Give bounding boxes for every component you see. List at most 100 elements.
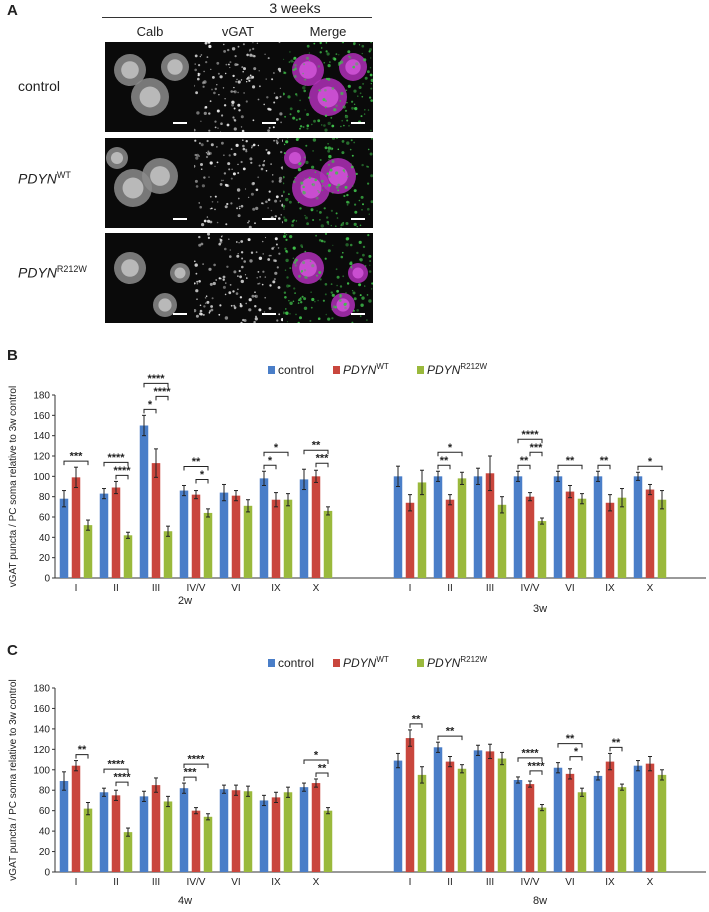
bar-g1-c6-s2 [657, 774, 667, 872]
group-label-0: 2w [178, 595, 192, 607]
x-tick-label-g0-c0: I [75, 877, 78, 888]
bar-g1-c0-s2 [417, 482, 427, 578]
col-head-merge: Merge [309, 24, 347, 39]
bar-g0-c3-s1 [191, 810, 201, 872]
sig-bracket-g1-c4-0 [557, 464, 583, 470]
y-axis-label: vGAT puncta / PC soma relative to 3w con… [8, 679, 19, 880]
bar-g1-c5-s1 [605, 761, 615, 872]
legend-swatch-2 [417, 659, 424, 667]
bar-g0-c4-s1 [231, 495, 241, 578]
sig-label-g1-c4-1: ** [566, 733, 575, 745]
panel-a-letter: A [7, 2, 18, 19]
sig-label-g1-c5-0: ** [612, 737, 621, 749]
sig-bracket-g0-c1-1 [103, 768, 129, 774]
sig-label-g0-c3-0: *** [184, 767, 198, 779]
sig-bracket-g0-c5-1 [263, 451, 289, 457]
sig-bracket-g0-c6-1 [303, 759, 329, 764]
sig-bracket-g1-c6-0 [637, 465, 663, 471]
bar-g0-c5-s1 [271, 499, 281, 578]
micrograph-calb-row2 [105, 138, 195, 228]
bar-g1-c2-s2 [497, 504, 507, 578]
sig-bracket-g1-c5-0 [609, 746, 623, 752]
y-tick-label-2: 40 [39, 827, 51, 838]
bar-g1-c3-s0 [513, 476, 523, 578]
bar-g1-c0-s0 [393, 476, 403, 578]
sig-bracket-g0-c1-0 [115, 781, 129, 787]
legend-label-2: PDYNR212W [427, 655, 487, 670]
sig-bracket-g0-c3-0 [183, 776, 197, 782]
bar-g0-c6-s1 [311, 476, 321, 578]
bar-g1-c2-s1 [485, 751, 495, 872]
sig-label-g1-c3-1: *** [530, 442, 544, 454]
bar-g1-c2-s2 [497, 758, 507, 872]
bar-g0-c2-s0 [139, 796, 149, 872]
x-tick-label-g1-c4: VI [565, 877, 574, 888]
sig-label-g0-c0-0: ** [78, 744, 87, 756]
sig-bracket-g1-c5-0 [597, 464, 611, 470]
y-tick-label-6: 120 [33, 745, 50, 756]
bar-g1-c4-s1 [565, 773, 575, 872]
legend-label-0: control [278, 363, 314, 377]
bar-g0-c6-s2 [323, 510, 333, 578]
bar-g1-c3-s1 [525, 496, 535, 578]
x-tick-label-g1-c6: X [647, 583, 654, 594]
sig-label-g1-c5-0: ** [600, 455, 609, 467]
x-tick-label-g1-c2: III [486, 877, 494, 888]
y-tick-label-6: 120 [33, 452, 50, 463]
legend-swatch-0 [268, 366, 275, 374]
sig-bracket-g0-c2-1 [155, 395, 169, 401]
sig-label-g1-c3-0: ** [520, 455, 529, 467]
bar-g1-c6-s2 [657, 499, 667, 578]
y-tick-label-5: 100 [33, 472, 50, 483]
bar-g1-c1-s2 [457, 478, 467, 578]
sig-label-g1-c3-0: **** [527, 760, 545, 772]
bar-g0-c5-s0 [259, 800, 269, 872]
legend-swatch-0 [268, 659, 275, 667]
bar-g1-c6-s0 [633, 476, 643, 578]
x-tick-label-g1-c4: VI [565, 583, 574, 594]
x-tick-label-g0-c3: IV/V [187, 877, 206, 888]
sig-label-g0-c6-1: * [314, 749, 319, 761]
bar-g1-c4-s1 [565, 491, 575, 578]
sig-bracket-g1-c1-0 [437, 735, 463, 741]
sig-label-g0-c3-0: * [200, 469, 205, 481]
bar-g0-c3-s1 [191, 494, 201, 578]
legend-label-1: PDYNWT [343, 362, 389, 377]
x-tick-label-g0-c6: X [313, 583, 320, 594]
micrograph-calb-row1 [105, 42, 195, 132]
sig-label-g0-c2-2: **** [147, 373, 165, 385]
bar-g1-c1-s1 [445, 761, 455, 872]
bar-g1-c4-s2 [577, 792, 587, 872]
bar-g0-c5-s0 [259, 478, 269, 578]
bar-g1-c2-s1 [485, 473, 495, 578]
bar-g1-c0-s0 [393, 760, 403, 872]
bar-g0-c2-s1 [151, 785, 161, 872]
bar-g1-c1-s1 [445, 499, 455, 578]
sig-bracket-g1-c4-1 [557, 743, 583, 748]
panel-a-header-rule [102, 17, 372, 18]
legend-swatch-1 [333, 366, 340, 374]
bar-g1-c5-s2 [617, 497, 627, 578]
x-tick-label-g1-c1: II [447, 877, 453, 888]
bar-g0-c0-s1 [71, 765, 81, 872]
sig-bracket-g1-c3-0 [517, 464, 531, 470]
x-tick-label-g1-c2: III [486, 583, 494, 594]
y-axis-label: vGAT puncta / PC soma relative to 3w con… [8, 386, 19, 587]
group-label-1: 3w [533, 603, 547, 615]
x-tick-label-g1-c3: IV/V [521, 583, 540, 594]
y-tick-label-5: 100 [33, 765, 50, 776]
bar-g1-c1-s2 [457, 768, 467, 872]
bar-g0-c0-s0 [59, 781, 69, 872]
group-label-0: 4w [178, 895, 192, 907]
x-tick-label-g1-c1: II [447, 583, 453, 594]
micrograph-merge-row3 [283, 233, 373, 323]
bar-g1-c6-s1 [645, 763, 655, 872]
bar-g0-c4-s0 [219, 492, 229, 578]
micrograph-vgat-row1 [194, 42, 284, 132]
bar-g1-c6-s1 [645, 489, 655, 578]
y-tick-label-4: 80 [39, 492, 51, 503]
sig-bracket-g1-c3-1 [517, 757, 543, 762]
y-tick-label-8: 160 [33, 704, 50, 715]
sig-label-g1-c1-0: ** [440, 455, 449, 467]
x-tick-label-g0-c0: I [75, 583, 78, 594]
